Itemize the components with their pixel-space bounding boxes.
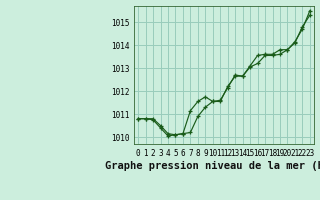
X-axis label: Graphe pression niveau de la mer (hPa): Graphe pression niveau de la mer (hPa) — [105, 161, 320, 171]
